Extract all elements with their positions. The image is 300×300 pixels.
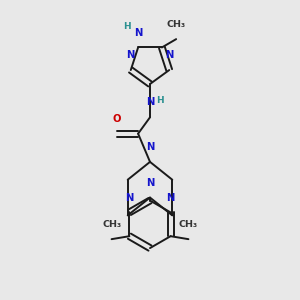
Text: N: N [167,193,175,202]
Text: CH₃: CH₃ [179,220,198,229]
Text: N: N [165,50,173,60]
Text: H: H [157,96,164,105]
Text: O: O [112,114,121,124]
Text: H: H [123,22,130,31]
Text: N: N [125,193,134,202]
Text: N: N [134,28,142,38]
Text: N: N [127,50,135,60]
Text: CH₃: CH₃ [167,20,186,29]
Text: N: N [146,178,154,188]
Text: CH₃: CH₃ [102,220,121,229]
Text: N: N [146,98,154,107]
Text: N: N [146,142,154,152]
